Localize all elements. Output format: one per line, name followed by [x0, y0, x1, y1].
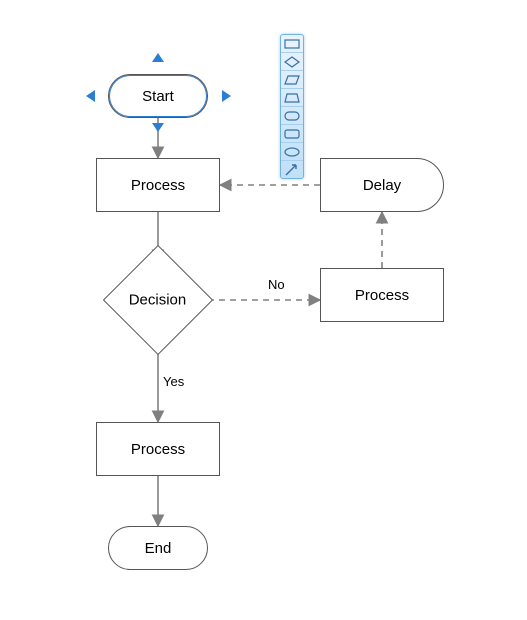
node-decision[interactable]: Decision	[103, 245, 213, 355]
node-end-label: End	[145, 540, 172, 557]
ellipse-icon[interactable]	[281, 143, 303, 161]
trapezoid-icon[interactable]	[281, 89, 303, 107]
edge-label-no: No	[268, 277, 285, 292]
rounded-rect-icon[interactable]	[281, 125, 303, 143]
shape-toolbox[interactable]	[280, 34, 304, 179]
node-process-1-label: Process	[131, 177, 185, 194]
connector-arrow-icon[interactable]	[281, 161, 303, 178]
node-process-2[interactable]: Process	[320, 268, 444, 322]
node-delay-label: Delay	[363, 177, 401, 194]
node-delay[interactable]: Delay	[320, 158, 444, 212]
parallelogram-icon[interactable]	[281, 71, 303, 89]
node-process-3-label: Process	[131, 441, 185, 458]
node-process-2-label: Process	[355, 287, 409, 304]
node-start[interactable]: Start	[108, 74, 208, 118]
edge-label-yes: Yes	[163, 374, 184, 389]
flowchart-canvas[interactable]: Yes No Start Process Decision Process De…	[0, 0, 527, 620]
node-start-label: Start	[142, 88, 174, 105]
selection-handle-left[interactable]	[86, 90, 95, 102]
node-process-3[interactable]: Process	[96, 422, 220, 476]
node-process-1[interactable]: Process	[96, 158, 220, 212]
flowchart-edges	[0, 0, 527, 620]
terminator-icon[interactable]	[281, 107, 303, 125]
node-end[interactable]: End	[108, 526, 208, 570]
node-decision-label: Decision	[129, 292, 187, 309]
diamond-icon[interactable]	[281, 53, 303, 71]
selection-handle-right[interactable]	[222, 90, 231, 102]
rect-icon[interactable]	[281, 35, 303, 53]
selection-handle-top[interactable]	[152, 53, 164, 62]
selection-handle-bottom[interactable]	[152, 123, 164, 132]
